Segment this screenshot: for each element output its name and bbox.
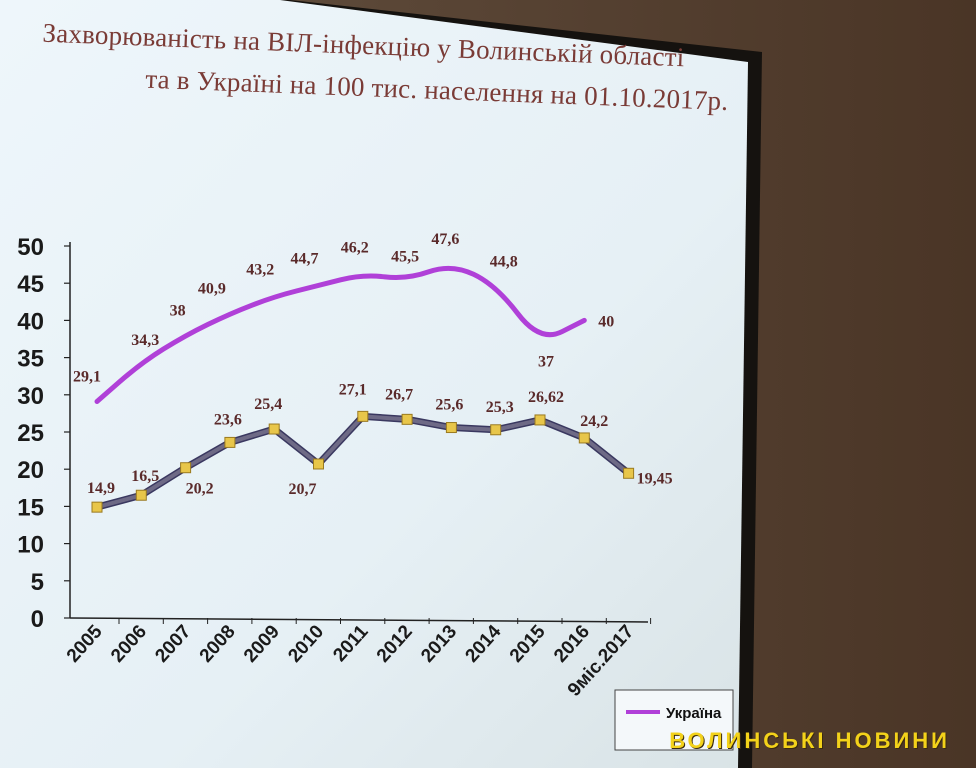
- series-line-volyn: [96, 414, 630, 510]
- chart-axes: [69, 242, 649, 623]
- data-point-marker: [534, 414, 546, 426]
- x-axis-ticks: 2005 2006 2007 2008 2009 2010 2011 2012 2013 2014…: [63, 618, 652, 701]
- data-label-volyn: 14,9: [87, 480, 115, 497]
- data-label-volyn: 24,2: [580, 413, 608, 430]
- y-tick-label: 25: [17, 420, 44, 447]
- y-tick-label: 5: [31, 569, 44, 596]
- data-label-volyn: 19,45: [637, 470, 673, 487]
- data-label-volyn: 20,7: [289, 481, 317, 498]
- data-point-marker: [623, 467, 635, 479]
- data-point-marker: [357, 410, 369, 422]
- data-point-marker: [180, 462, 192, 474]
- data-label-ukraine: 34,3: [131, 332, 159, 349]
- data-point-marker: [445, 422, 457, 434]
- data-label-ukraine: 37: [538, 354, 554, 371]
- data-point-marker: [91, 501, 103, 513]
- series-ukraine: [94, 265, 587, 404]
- data-label-volyn: 27,1: [339, 381, 367, 398]
- data-label-ukraine: 45,5: [391, 248, 419, 265]
- data-labels: 29,1 34,3 38 40,9 43,2 44,7 46,2 45,5 47,6 44,8 37…: [73, 231, 673, 498]
- x-tick-label: 2010: [284, 621, 328, 666]
- data-label-volyn: 25,6: [435, 397, 463, 414]
- y-tick-label: 20: [17, 457, 44, 484]
- series-line-ukraine: [94, 265, 587, 404]
- x-tick-label: 2005: [63, 621, 107, 667]
- x-tick-label: 2006: [107, 621, 151, 666]
- data-label-ukraine: 29,1: [73, 368, 101, 385]
- data-label-ukraine: 44,8: [490, 254, 518, 271]
- data-label-volyn: 26,62: [528, 389, 564, 406]
- series-line-shadow: [96, 412, 631, 511]
- data-label-ukraine: 44,7: [291, 250, 319, 267]
- data-label-ukraine: 46,2: [341, 239, 369, 256]
- y-tick-label: 35: [17, 346, 44, 373]
- data-point-marker: [578, 432, 590, 444]
- x-tick-label: 2011: [329, 621, 372, 666]
- data-point-marker: [135, 489, 147, 501]
- y-tick-label: 45: [17, 271, 44, 298]
- watermark-logo: ВОЛИНСЬКІ НОВИНИ: [669, 728, 950, 753]
- x-tick-label: 2012: [373, 621, 417, 666]
- y-tick-label: 0: [31, 606, 44, 633]
- data-point-marker: [401, 413, 413, 425]
- data-label-volyn: 26,7: [385, 386, 413, 403]
- x-tick-label: 2007: [151, 621, 195, 666]
- data-point-marker: [268, 423, 280, 435]
- legend-box: [614, 689, 734, 751]
- data-label-volyn: 20,2: [186, 481, 214, 498]
- y-axis-ticks: 0 5 10 15 20 25 30 35 40 45 50: [17, 234, 70, 633]
- legend-label-ukraine: Україна: [666, 705, 722, 722]
- data-label-ukraine: 40,9: [198, 281, 226, 298]
- y-tick-label: 50: [17, 234, 44, 261]
- x-axis-line: [69, 617, 649, 623]
- data-label-ukraine: 38: [170, 302, 186, 319]
- data-label-volyn: 25,3: [486, 399, 514, 416]
- y-tick-label: 30: [17, 383, 44, 410]
- data-label-volyn: 23,6: [214, 411, 242, 428]
- data-point-marker: [224, 436, 236, 448]
- x-tick-label: 2013: [417, 621, 461, 666]
- y-tick-label: 15: [17, 494, 44, 521]
- y-tick-label: 40: [17, 308, 44, 335]
- x-tick-label: 2008: [196, 621, 240, 666]
- data-label-ukraine: 40: [598, 313, 614, 330]
- x-tick-label: 2014: [462, 621, 506, 667]
- data-point-marker: [313, 458, 324, 470]
- data-label-volyn: 25,4: [254, 396, 282, 413]
- chart-legend: Україна: [614, 689, 734, 751]
- series-volyn: [91, 410, 635, 513]
- x-tick-label: 2015: [506, 621, 550, 667]
- x-tick-label: 2009: [240, 621, 284, 666]
- y-tick-label: 10: [17, 532, 44, 559]
- data-label-ukraine: 43,2: [246, 262, 274, 279]
- data-label-ukraine: 47,6: [431, 231, 459, 248]
- data-label-volyn: 16,5: [131, 468, 159, 485]
- data-point-marker: [490, 424, 502, 436]
